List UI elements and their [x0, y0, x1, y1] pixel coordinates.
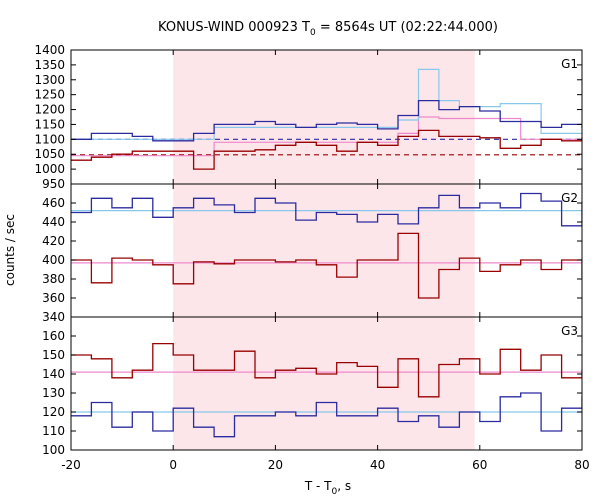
y-axis-label: counts / sec	[3, 214, 17, 286]
panel-label-g2: G2	[561, 191, 578, 205]
x-axis-label-rest: , s	[337, 479, 351, 493]
x-axis-label-sub: 0	[332, 487, 338, 497]
y-tick-label: 1150	[34, 117, 65, 131]
x-tick-label: 80	[574, 458, 589, 472]
y-tick-label: 380	[42, 272, 65, 286]
chart-title-main: KONUS-WIND 000923 T	[158, 20, 310, 35]
y-tick-label: 1300	[34, 73, 65, 87]
y-tick-label: 420	[42, 234, 65, 248]
series-g3-high-energy	[71, 392, 582, 438]
y-tick-label: 1050	[34, 147, 65, 161]
y-tick-label: 130	[42, 386, 65, 400]
y-tick-label: 1250	[34, 88, 65, 102]
x-tick-label: 0	[169, 458, 177, 472]
y-tick-label: 160	[42, 329, 65, 343]
x-tick-label: 20	[268, 458, 283, 472]
x-axis-label: T - T0, s	[304, 479, 351, 497]
y-tick-label: 460	[42, 196, 65, 210]
y-tick-label: 120	[42, 405, 65, 419]
y-tick-label: 360	[42, 291, 65, 305]
x-axis-label-main: T - T	[304, 479, 332, 493]
y-tick-label: 150	[42, 348, 65, 362]
y-tick-label: 1100	[34, 132, 65, 146]
y-tick-label: 1000	[34, 162, 65, 176]
panel-frame-g3	[70, 316, 583, 451]
y-tick-label: 110	[42, 424, 65, 438]
series-g1-fit-blue	[71, 68, 582, 140]
panels-group: 950100010501100115012001250130013501400G…	[34, 43, 589, 472]
panel-label-g3: G3	[561, 324, 578, 338]
x-tick-label: 40	[370, 458, 385, 472]
y-tick-label: 1350	[34, 58, 65, 72]
y-tick-label: 1200	[34, 103, 65, 117]
chart-title-rest: = 8564s UT (02:22:44.000)	[316, 20, 498, 35]
shaded-interval	[173, 50, 475, 450]
chart-title-sub: 0	[310, 28, 316, 38]
x-tick-label: 60	[472, 458, 487, 472]
series-g1-high-energy	[71, 99, 582, 142]
panel-g3-series	[71, 342, 582, 438]
y-tick-label: 340	[42, 310, 65, 324]
panel-g2-series	[71, 192, 582, 299]
x-tick-label: -20	[61, 458, 81, 472]
series-g2-high-energy	[71, 192, 582, 227]
y-tick-label: 140	[42, 367, 65, 381]
y-tick-label: 100	[42, 443, 65, 457]
series-g1-low-energy	[71, 129, 582, 170]
series-g3-low-energy	[71, 342, 582, 398]
chart-title: KONUS-WIND 000923 T0 = 8564s UT (02:22:4…	[158, 20, 498, 38]
y-tick-label: 950	[42, 177, 65, 191]
panel-g1-series	[71, 68, 582, 170]
panel-label-g1: G1	[561, 57, 578, 71]
y-tick-label: 1400	[34, 43, 65, 57]
series-g2-low-energy	[71, 232, 582, 299]
y-tick-label: 440	[42, 215, 65, 229]
y-tick-label: 400	[42, 253, 65, 267]
